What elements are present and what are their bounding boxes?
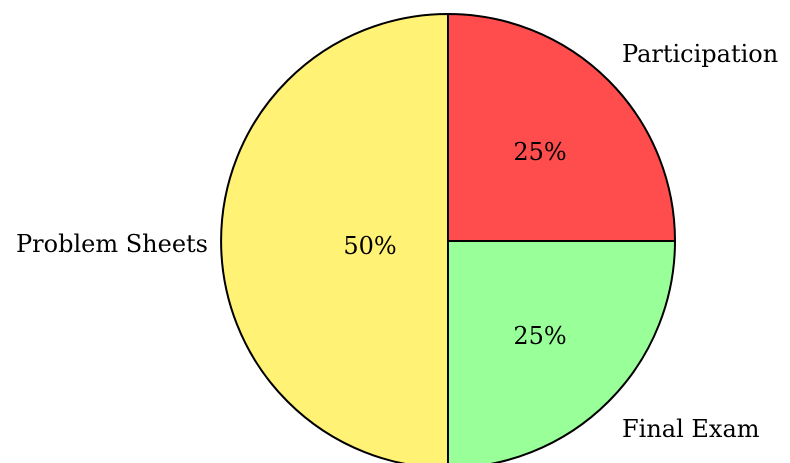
pie-category-label-final-exam: Final Exam [622,415,760,443]
pie-percent-label-participation: 25% [513,138,566,166]
pie-category-label-participation: Participation [622,40,778,68]
pie-slice-problem-sheets [220,13,449,463]
pie-category-label-problem-sheets: Problem Sheets [16,230,208,258]
pie-percent-labels: 25% 25% 50% [343,138,566,350]
pie-slice-participation [447,13,676,242]
pie-percent-label-final-exam: 25% [513,322,566,350]
pie-slice-final-exam [447,240,676,463]
pie-category-labels: Participation Final Exam Problem Sheets [16,40,778,443]
pie-percent-label-problem-sheets: 50% [343,232,396,260]
pie-slices [220,13,676,463]
